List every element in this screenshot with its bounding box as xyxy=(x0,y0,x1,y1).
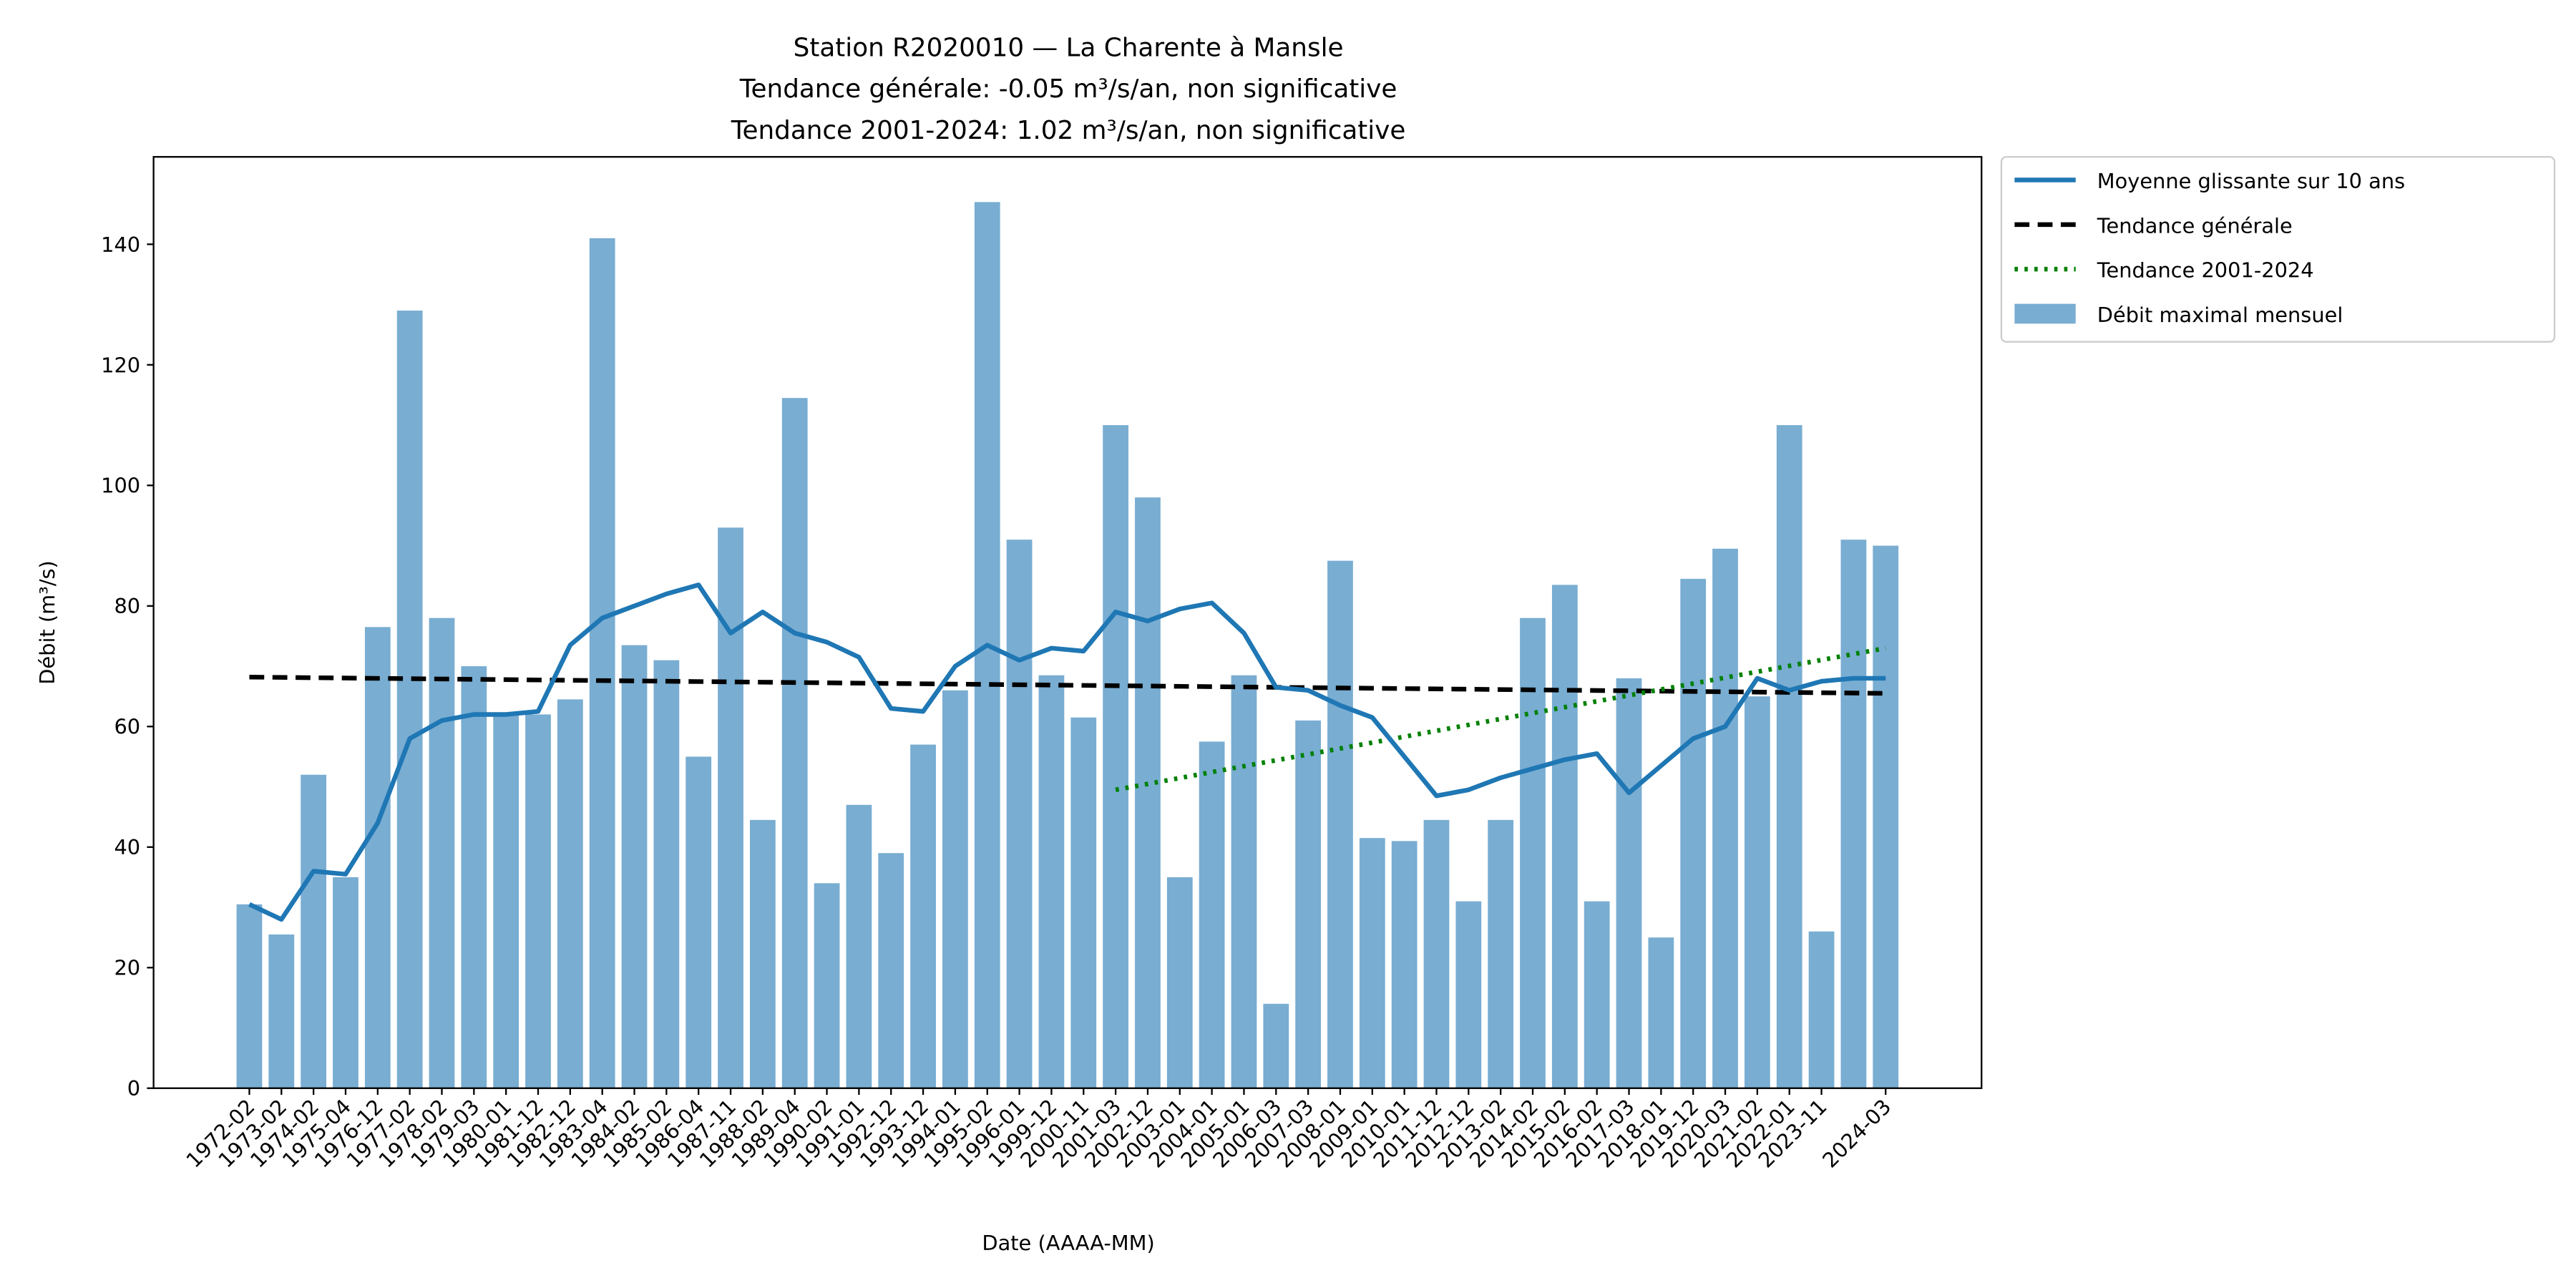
trend-line xyxy=(249,675,1886,696)
bar xyxy=(1263,1003,1289,1088)
bar xyxy=(461,666,487,1088)
bar xyxy=(1070,717,1097,1088)
bar xyxy=(846,804,872,1088)
bar xyxy=(686,756,712,1088)
bar xyxy=(621,645,648,1088)
bar xyxy=(429,618,455,1088)
bar xyxy=(268,934,295,1088)
y-tick-label: 60 xyxy=(114,715,140,739)
bar xyxy=(1103,425,1128,1088)
bar xyxy=(1391,841,1418,1088)
legend-box xyxy=(2000,156,2556,343)
bar xyxy=(1873,545,1899,1088)
bar xyxy=(910,744,936,1088)
bar xyxy=(1199,741,1225,1088)
chart-subtitle: Tendance 2001-2024: 1.02 m³/s/an, non si… xyxy=(731,116,1406,145)
bar xyxy=(1712,548,1738,1088)
bar xyxy=(557,699,583,1088)
bar xyxy=(1166,877,1193,1088)
plot-frame xyxy=(152,156,1983,1089)
bar xyxy=(1808,931,1835,1088)
bar xyxy=(878,853,904,1088)
bar xyxy=(333,877,358,1088)
chart-title: Station R2020010 — La Charente à Mansle xyxy=(794,33,1344,62)
y-tick-label: 40 xyxy=(114,835,140,859)
y-tick-label: 20 xyxy=(114,956,140,980)
bar xyxy=(493,714,519,1088)
bar xyxy=(942,690,968,1088)
bar xyxy=(1135,497,1161,1088)
legend-label: Tendance 2001-2024 xyxy=(2097,258,2314,283)
bar xyxy=(1744,696,1770,1088)
y-tick-label: 100 xyxy=(101,474,140,498)
bar xyxy=(1327,560,1353,1088)
bar xyxy=(1423,819,1450,1088)
legend-label: Débit maximal mensuel xyxy=(2097,303,2343,327)
bar xyxy=(589,238,615,1088)
bar xyxy=(1616,678,1642,1088)
bar xyxy=(301,774,327,1088)
bar xyxy=(718,527,743,1088)
bar xyxy=(781,398,808,1088)
bar xyxy=(1455,901,1482,1088)
bar xyxy=(236,904,263,1088)
y-tick-label: 140 xyxy=(101,233,140,257)
bar xyxy=(1295,720,1322,1088)
bar xyxy=(364,627,391,1088)
bar xyxy=(1648,937,1674,1088)
x-axis-label: Date (AAAA-MM) xyxy=(982,1231,1154,1255)
bar xyxy=(1584,901,1610,1088)
bar xyxy=(653,660,680,1088)
chart-subtitle: Tendance générale: -0.05 m³/s/an, non si… xyxy=(739,74,1397,104)
bar xyxy=(1840,540,1867,1088)
legend-label: Moyenne glissante sur 10 ans xyxy=(2097,169,2405,193)
bar xyxy=(1776,425,1802,1088)
bar xyxy=(1038,675,1065,1088)
bar xyxy=(525,714,551,1088)
bar xyxy=(1680,578,1707,1088)
bar xyxy=(814,883,840,1088)
bar xyxy=(1520,618,1546,1088)
y-axis-label: Débit (m³/s) xyxy=(35,560,59,685)
bar xyxy=(1231,675,1257,1088)
trend-line xyxy=(1115,645,1886,792)
y-tick-label: 80 xyxy=(114,594,140,618)
y-tick-label: 120 xyxy=(101,353,140,377)
y-tick-label: 0 xyxy=(127,1076,140,1101)
bar xyxy=(1551,585,1578,1088)
bar xyxy=(749,819,776,1088)
bar xyxy=(1359,838,1385,1088)
bar xyxy=(1006,540,1033,1088)
moving-average-line xyxy=(248,582,1886,922)
bar xyxy=(396,311,423,1088)
legend-label: Tendance générale xyxy=(2097,213,2293,238)
bar xyxy=(1488,819,1514,1088)
legend-swatch xyxy=(2014,303,2076,324)
